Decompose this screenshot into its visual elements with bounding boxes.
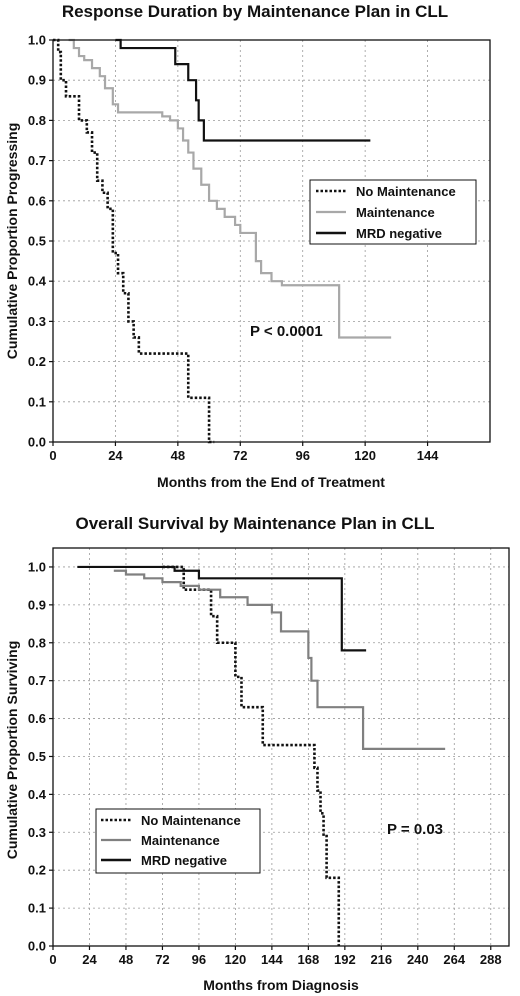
series-line-no-maintenance <box>162 565 341 946</box>
x-tick-label: 0 <box>49 952 56 967</box>
x-tick-label: 192 <box>334 952 356 967</box>
y-tick-label: 0.4 <box>28 787 47 802</box>
x-tick-label: 96 <box>192 952 206 967</box>
x-tick-label: 144 <box>417 448 439 463</box>
chart-title: Overall Survival by Maintenance Plan in … <box>75 514 434 533</box>
x-tick-label: 144 <box>261 952 283 967</box>
y-tick-label: 0.4 <box>28 274 47 289</box>
y-tick-label: 1.0 <box>28 33 46 48</box>
legend-label-mrd-negative: MRD negative <box>356 226 442 241</box>
y-tick-label: 0.6 <box>28 711 46 726</box>
x-ticks: 0 24 48 72 96 120 144 168 192 216 240 264 288 <box>49 946 502 967</box>
x-tick-label: 288 <box>480 952 502 967</box>
plot-frame <box>52 547 510 947</box>
p-value-annotation: P = 0.03 <box>387 821 443 838</box>
y-tick-label: 0.1 <box>28 394 46 409</box>
y-tick-label: 0.3 <box>28 825 46 840</box>
y-tick-label: 0.7 <box>28 153 46 168</box>
chart-overall-survival: Overall Survival by Maintenance Plan in … <box>4 514 510 993</box>
x-tick-label: 72 <box>155 952 169 967</box>
y-tick-label: 0.9 <box>28 597 46 612</box>
legend-label-maintenance: Maintenance <box>356 205 435 220</box>
x-tick-label: 96 <box>295 448 309 463</box>
p-value-annotation: P < 0.0001 <box>250 323 323 340</box>
x-tick-label: 72 <box>233 448 247 463</box>
y-tick-label: 0.0 <box>28 435 46 450</box>
plot-frame <box>52 39 491 443</box>
y-tick-label: 1.0 <box>28 559 46 574</box>
series <box>77 565 446 946</box>
y-tick-label: 0.8 <box>28 113 46 128</box>
series-line-mrd-negative <box>115 38 371 142</box>
series-line-maintenance <box>113 569 446 750</box>
y-ticks: 0.0 0.1 0.2 0.3 0.4 0.5 0.6 0.7 0.8 0.9 1.0 <box>28 559 53 954</box>
y-tick-label: 0.6 <box>28 193 46 208</box>
legend-label-no-maintenance: No Maintenance <box>141 813 241 828</box>
legend: No Maintenance Maintenance MRD negative <box>309 179 477 245</box>
y-ticks: 0.0 0.1 0.2 0.3 0.4 0.5 0.6 0.7 0.8 0.9 1.0 <box>28 33 53 450</box>
y-tick-label: 0.1 <box>28 901 46 916</box>
x-tick-label: 24 <box>108 448 123 463</box>
y-tick-label: 0.5 <box>28 234 46 249</box>
x-tick-label: 240 <box>407 952 429 967</box>
y-tick-label: 0.0 <box>28 939 46 954</box>
legend: No Maintenance Maintenance MRD negative <box>95 808 261 874</box>
legend-label-mrd-negative: MRD negative <box>141 853 227 868</box>
x-tick-label: 0 <box>49 448 56 463</box>
x-axis-label: Months from Diagnosis <box>203 977 359 993</box>
x-axis-label: Months from the End of Treatment <box>157 474 385 490</box>
chart-response-duration: Response Duration by Maintenance Plan in… <box>4 2 491 490</box>
y-tick-label: 0.8 <box>28 635 46 650</box>
y-tick-label: 0.9 <box>28 73 46 88</box>
x-tick-label: 120 <box>354 448 376 463</box>
chart-title: Response Duration by Maintenance Plan in… <box>62 2 448 21</box>
legend-label-no-maintenance: No Maintenance <box>356 184 456 199</box>
x-tick-label: 216 <box>370 952 392 967</box>
x-ticks: 0 24 48 72 96 120 144 <box>49 442 439 463</box>
x-tick-label: 48 <box>171 448 185 463</box>
y-tick-label: 0.3 <box>28 314 46 329</box>
x-tick-label: 120 <box>225 952 247 967</box>
grid <box>53 548 509 946</box>
x-tick-label: 168 <box>298 952 320 967</box>
series-line-no-maintenance <box>53 38 215 444</box>
x-tick-label: 24 <box>82 952 97 967</box>
series-line-mrd-negative <box>77 565 367 652</box>
y-tick-label: 0.2 <box>28 354 46 369</box>
y-tick-label: 0.7 <box>28 673 46 688</box>
x-tick-label: 264 <box>443 952 465 967</box>
y-tick-label: 0.2 <box>28 863 46 878</box>
series <box>53 38 392 444</box>
series-line-maintenance <box>68 38 392 339</box>
y-tick-label: 0.5 <box>28 749 46 764</box>
legend-label-maintenance: Maintenance <box>141 833 220 848</box>
y-axis-label: Cumulative Proportion Surviving <box>4 641 20 860</box>
x-tick-label: 48 <box>119 952 133 967</box>
y-axis-label: Cumulative Proportion Progressing <box>4 123 20 359</box>
